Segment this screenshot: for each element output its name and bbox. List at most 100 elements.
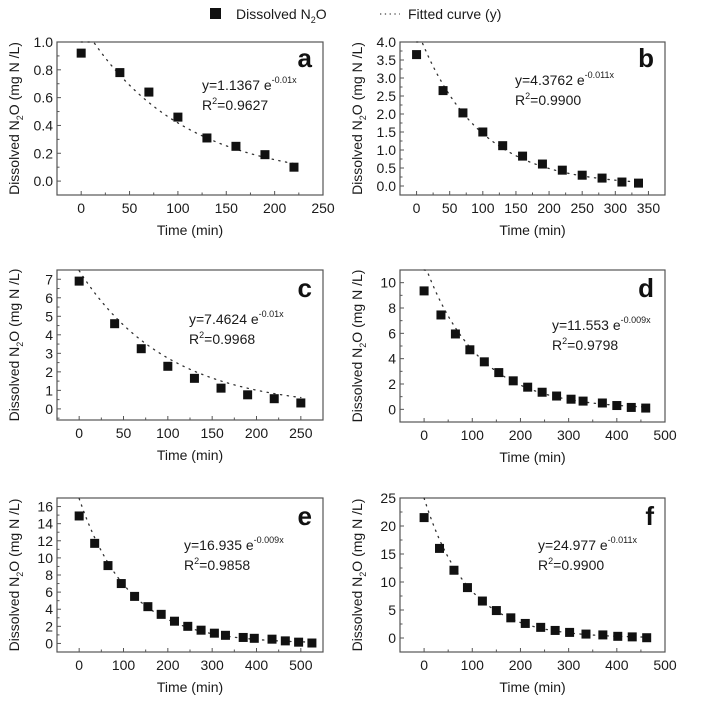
x-axis-title: Time (min) xyxy=(157,222,223,238)
data-point xyxy=(116,579,126,589)
data-point xyxy=(477,596,487,606)
y-tick-label: 16 xyxy=(37,499,53,515)
fitted-curve xyxy=(423,497,648,638)
y-axis-title: Dissolved N2O (mg N /L) xyxy=(349,499,368,652)
plot-frame xyxy=(56,41,324,196)
data-point xyxy=(173,112,183,122)
x-axis-title: Time (min) xyxy=(157,679,223,695)
fitted-curve xyxy=(78,497,313,643)
data-point xyxy=(115,68,125,78)
x-tick-label: 0 xyxy=(75,425,83,441)
data-point xyxy=(260,150,270,160)
data-point xyxy=(76,48,86,58)
x-tick-label: 400 xyxy=(245,657,269,673)
data-point xyxy=(436,310,446,320)
data-point xyxy=(243,390,253,400)
x-tick-label: 0 xyxy=(420,427,428,443)
y-tick-label: 4 xyxy=(388,351,396,367)
x-tick-label: 150 xyxy=(200,425,224,441)
data-point xyxy=(557,165,567,175)
panel-a: 0 50 100 150 200 250 0.0 0.2 0.4 0.6 0.8 1.0 Time (m… xyxy=(6,34,335,238)
x-tick-label: 100 xyxy=(156,425,180,441)
x-tick-label: 350 xyxy=(637,200,661,216)
y-tick-label: 25 xyxy=(380,490,396,506)
y-tick-label: 12 xyxy=(37,533,53,549)
data-point xyxy=(103,561,113,571)
x-tick-label: 100 xyxy=(471,200,495,216)
y-tick-label: 0.4 xyxy=(34,117,54,133)
y-tick-label: 4 xyxy=(45,327,53,343)
data-point xyxy=(143,602,153,612)
legend-marker-square-icon xyxy=(210,8,221,19)
data-point xyxy=(220,630,230,640)
data-point xyxy=(581,629,591,639)
y-axis-title: Dissolved N2O (mg N /L) xyxy=(6,269,25,422)
panel-letter: c xyxy=(298,273,312,303)
data-point xyxy=(613,631,623,641)
y-tick-label: 0.5 xyxy=(377,160,397,176)
fit-r-squared: R2=0.9858 xyxy=(184,556,250,573)
y-tick-label: 8 xyxy=(388,300,396,316)
y-tick-label: 10 xyxy=(380,574,396,590)
data-point xyxy=(552,391,562,401)
data-point xyxy=(520,618,530,628)
panel-c: 0 50 100 150 200 250 0 1 2 3 4 5 6 7 Time (min) Dissolv… xyxy=(6,269,324,463)
y-tick-label: 3.5 xyxy=(377,52,397,68)
y-tick-label: 0 xyxy=(388,630,396,646)
x-axis-title: Time (min) xyxy=(499,679,565,695)
data-point xyxy=(641,403,651,413)
data-point xyxy=(196,625,206,635)
x-tick-label: 50 xyxy=(116,425,132,441)
x-tick-label: 50 xyxy=(122,200,138,216)
data-point xyxy=(508,376,518,386)
x-tick-label: 100 xyxy=(461,427,485,443)
x-tick-label: 0 xyxy=(75,657,83,673)
y-tick-label: 7 xyxy=(45,271,53,287)
data-point xyxy=(642,633,652,643)
x-tick-label: 200 xyxy=(245,425,269,441)
data-point xyxy=(269,394,279,404)
x-tick-label: 200 xyxy=(156,657,180,673)
y-tick-label: 15 xyxy=(380,546,396,562)
y-tick-label: 1.0 xyxy=(377,142,397,158)
x-tick-label: 50 xyxy=(442,200,458,216)
data-point xyxy=(478,127,488,137)
data-point xyxy=(202,133,212,143)
y-tick-label: 4.0 xyxy=(377,34,397,50)
y-tick-label: 10 xyxy=(380,275,396,291)
data-point xyxy=(412,50,422,60)
y-tick-label: 0.0 xyxy=(377,178,397,194)
fit-equation: y=16.935 e-0.009x xyxy=(184,535,284,553)
data-point xyxy=(577,170,587,180)
fitted-curve xyxy=(78,270,302,399)
data-point xyxy=(578,396,588,406)
x-tick-label: 500 xyxy=(289,657,313,673)
data-point xyxy=(465,345,475,355)
fit-equation: y=24.977 e-0.011x xyxy=(538,535,638,553)
y-tick-label: 2.0 xyxy=(377,106,397,122)
legend-line-label: Fitted curve (y) xyxy=(408,6,501,22)
data-point xyxy=(462,583,472,593)
x-tick-label: 100 xyxy=(112,657,136,673)
data-point xyxy=(506,613,516,623)
y-tick-label: 5 xyxy=(388,602,396,618)
fit-equation: y=11.553 e-0.009x xyxy=(552,315,651,333)
data-point xyxy=(163,361,173,371)
data-point xyxy=(565,627,575,637)
plot-frame xyxy=(399,269,666,423)
y-tick-label: 0.6 xyxy=(34,90,54,106)
data-point xyxy=(294,637,304,647)
y-tick-label: 2.5 xyxy=(377,88,397,104)
fitted-curve xyxy=(415,41,640,183)
data-point xyxy=(627,632,637,642)
data-point xyxy=(238,632,248,642)
x-tick-label: 250 xyxy=(311,200,335,216)
y-axis-title: Dissolved N2O (mg N /L) xyxy=(349,42,368,195)
data-point xyxy=(598,630,608,640)
x-tick-label: 200 xyxy=(509,427,533,443)
data-point xyxy=(435,543,445,553)
data-point xyxy=(449,565,459,575)
panel-letter: b xyxy=(638,43,654,73)
x-tick-label: 100 xyxy=(461,657,485,673)
data-point xyxy=(491,606,501,616)
